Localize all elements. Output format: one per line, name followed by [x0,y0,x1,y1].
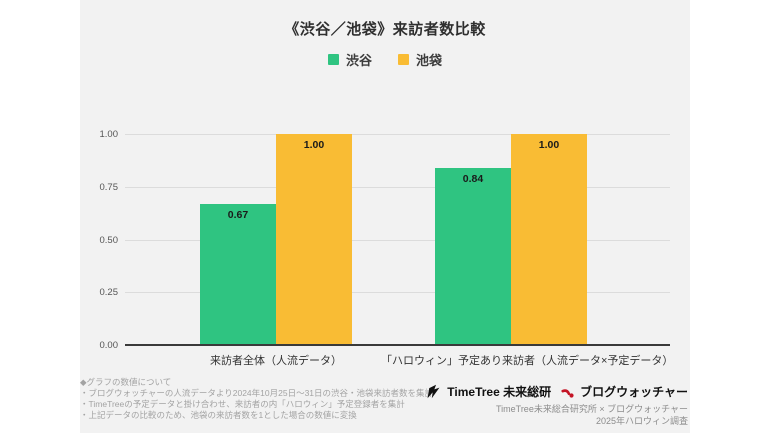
legend-item-1: 池袋 [398,50,442,69]
footer: TimeTree 未来総研 ブログウォッチャー TimeTree未来総合研究所 … [388,383,688,427]
y-tick-label: 0.00 [99,340,119,351]
bar-value-label: 1.00 [538,139,560,151]
footnotes: ◆グラフの数値について ・ブログウォッチャーの人流データより2024年10月25日… [80,377,500,421]
legend: 渋谷 池袋 [80,50,690,69]
x-axis-line [125,344,670,346]
y-tick-label: 0.25 [99,287,119,299]
bar-池袋-0: 1.00 [276,134,352,345]
blogwatcher-logo-text: ブログウォッチャー [580,385,688,399]
footnote-line: ・TimeTreeの予定データと掛け合わせ、来訪者の内「ハロウィン」予定登録者を… [80,399,405,409]
blogwatcher-logo-icon [561,388,574,398]
footnote-line: ・ブログウォッチャーの人流データより2024年10月25日～31日の渋谷・池袋来… [80,388,434,398]
y-tick-label: 0.75 [99,181,119,193]
bar-池袋-1: 1.00 [511,134,587,345]
gridline [125,292,670,294]
y-tick-label: 1.00 [99,129,119,140]
bar-value-label: 1.00 [303,139,325,151]
bar-渋谷-1: 0.84 [435,167,511,345]
timetree-logo: TimeTree 未来総研 [425,383,551,400]
plot-area: 0.67 1.00 0.84 1.00 [125,134,670,346]
footnote-line: ・上記データの比較のため、池袋の来訪者数を1とした場合の数値に変換 [80,410,357,420]
credit-line-1: TimeTree未来総合研究所 × ブログウォッチャー [495,404,688,414]
credit-line-2: 2025年ハロウィン調査 [595,416,688,426]
gridline [125,134,670,135]
gridline [125,239,670,241]
x-category-label: 来訪者全体（人流データ） [210,355,342,367]
bar-value-label: 0.84 [462,172,484,185]
y-tick-label: 0.50 [99,234,119,246]
legend-swatch [327,54,339,65]
x-category-label: 「ハロウィン」予定あり来訪者（人流データ×予定データ） [381,355,674,367]
logo-row: TimeTree 未来総研 ブログウォッチャー [388,383,688,400]
legend-label: 池袋 [416,53,443,68]
legend-item-0: 渋谷 [327,50,372,69]
blogwatcher-logo: ブログウォッチャー [561,383,688,400]
timetree-logo-text: TimeTree 未来総研 [447,385,552,399]
bar-渋谷-0: 0.67 [200,203,276,345]
chart-title: 《渋谷／池袋》来訪者数比較 [284,21,486,38]
bar-chart: 0.67 1.00 0.84 1.00 来訪者全体（人流データ） 「ハロウィン」予定あり… [80,0,690,433]
legend-swatch [398,54,409,65]
timetree-logo-icon [427,384,440,399]
bar-value-label: 0.67 [227,208,249,221]
legend-label: 渋谷 [345,53,372,68]
slide: 《渋谷／池袋》来訪者数比較 渋谷 池袋 0.67 1.00 0.84 1.00 来訪者全… [80,0,690,433]
gridline [125,186,670,188]
footnote-line: ◆グラフの数値について [80,377,172,387]
